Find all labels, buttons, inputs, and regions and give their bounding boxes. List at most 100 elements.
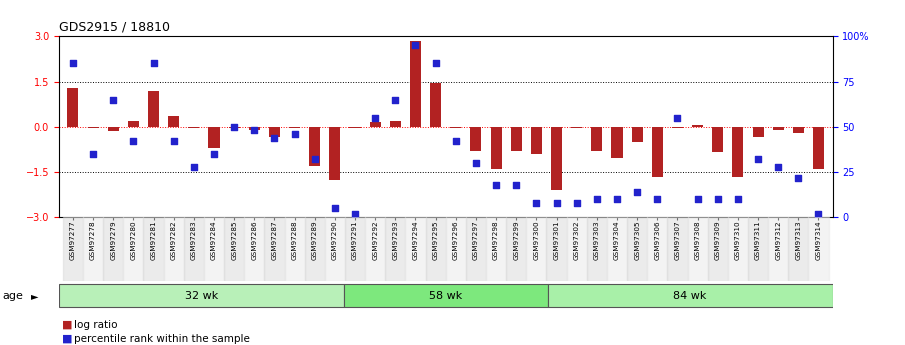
Bar (224, 217, 244, 281)
Text: GSM97294: GSM97294 (413, 220, 418, 260)
Text: ■: ■ (62, 334, 72, 344)
Bar (284, 217, 305, 281)
Text: GSM97281: GSM97281 (150, 220, 157, 260)
Text: GSM97311: GSM97311 (755, 220, 761, 260)
Bar (808, 217, 829, 281)
Bar (451, 127, 462, 128)
Bar (345, 217, 365, 281)
Bar (773, 127, 784, 130)
Text: GSM97284: GSM97284 (211, 220, 217, 260)
Point (509, 182, 523, 188)
Bar (305, 217, 325, 281)
Text: GSM97300: GSM97300 (533, 220, 539, 260)
FancyBboxPatch shape (344, 284, 548, 307)
Point (106, 97, 120, 102)
Text: GSM97303: GSM97303 (594, 220, 600, 260)
Text: GSM97291: GSM97291 (352, 220, 358, 260)
Point (489, 182, 503, 188)
Text: GSM97289: GSM97289 (311, 220, 318, 260)
Bar (390, 121, 401, 127)
Bar (788, 217, 808, 281)
Text: GDS2915 / 18810: GDS2915 / 18810 (59, 21, 170, 34)
Bar (184, 217, 204, 281)
Bar (386, 217, 405, 281)
Bar (471, 127, 481, 151)
Text: GSM97301: GSM97301 (554, 220, 559, 260)
Bar (188, 127, 199, 128)
Bar (269, 127, 280, 137)
Point (247, 128, 262, 133)
Point (66, 61, 81, 66)
Bar (748, 217, 768, 281)
Bar (567, 217, 586, 281)
Point (730, 197, 745, 202)
Bar (728, 217, 748, 281)
Point (308, 157, 322, 162)
Text: GSM97304: GSM97304 (614, 220, 620, 260)
Text: GSM97287: GSM97287 (272, 220, 278, 260)
Bar (586, 217, 607, 281)
Bar (128, 121, 139, 127)
Bar (491, 127, 501, 169)
Text: GSM97306: GSM97306 (654, 220, 661, 260)
Bar (244, 217, 264, 281)
Point (811, 211, 825, 217)
Bar (103, 217, 123, 281)
Bar (486, 217, 506, 281)
Text: GSM97299: GSM97299 (513, 220, 519, 260)
Point (206, 151, 221, 157)
Text: GSM97277: GSM97277 (70, 220, 76, 260)
Bar (310, 127, 320, 166)
Point (771, 164, 786, 169)
Bar (369, 122, 381, 127)
Point (449, 138, 463, 144)
Point (428, 61, 443, 66)
Bar (527, 217, 547, 281)
Point (529, 200, 544, 206)
Text: GSM97314: GSM97314 (815, 220, 822, 260)
Text: GSM97282: GSM97282 (171, 220, 176, 260)
Text: GSM97297: GSM97297 (473, 220, 479, 260)
Point (267, 135, 281, 140)
Text: GSM97279: GSM97279 (110, 220, 116, 260)
Bar (249, 127, 260, 130)
Bar (466, 217, 486, 281)
Point (710, 197, 725, 202)
Text: age: age (3, 291, 24, 301)
Bar (164, 217, 184, 281)
Bar (108, 127, 119, 131)
Bar (510, 127, 522, 151)
Bar (148, 90, 159, 127)
Point (469, 160, 483, 166)
Bar (289, 127, 300, 128)
Text: GSM97295: GSM97295 (433, 220, 439, 260)
Point (368, 115, 383, 120)
Text: GSM97296: GSM97296 (452, 220, 459, 260)
Bar (325, 217, 345, 281)
Bar (229, 127, 240, 128)
Bar (349, 127, 360, 128)
Bar (591, 127, 603, 151)
Bar (405, 217, 425, 281)
Point (791, 175, 805, 180)
Bar (264, 217, 284, 281)
Point (388, 97, 403, 102)
Text: GSM97283: GSM97283 (191, 220, 196, 260)
Text: GSM97305: GSM97305 (634, 220, 640, 260)
Point (408, 42, 423, 48)
Bar (647, 217, 667, 281)
Point (569, 200, 584, 206)
Bar (67, 88, 79, 127)
Point (751, 157, 766, 162)
Bar (672, 127, 683, 128)
Text: GSM97310: GSM97310 (735, 220, 741, 260)
Text: GSM97302: GSM97302 (574, 220, 580, 260)
Bar (667, 217, 688, 281)
Text: ►: ► (31, 291, 38, 301)
Text: GSM97290: GSM97290 (332, 220, 338, 260)
Text: GSM97288: GSM97288 (291, 220, 298, 260)
Point (610, 197, 624, 202)
Point (186, 164, 201, 169)
Text: GSM97280: GSM97280 (130, 220, 137, 260)
Point (147, 61, 161, 66)
